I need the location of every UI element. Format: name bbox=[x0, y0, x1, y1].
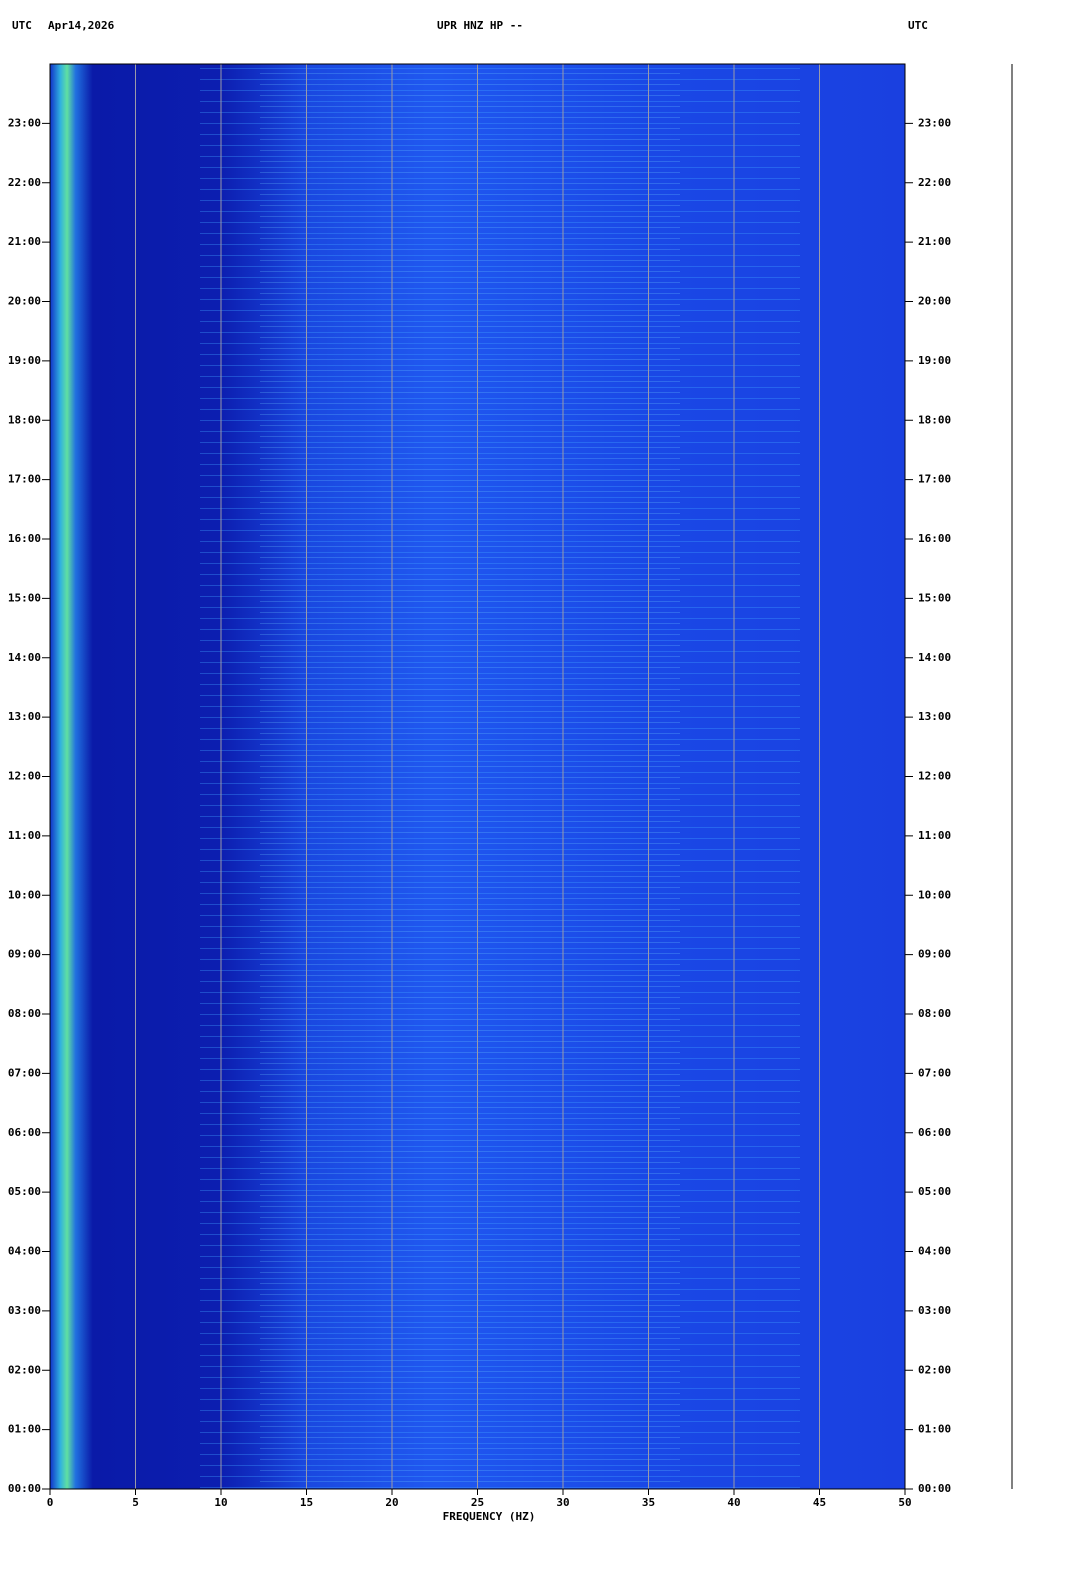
y-tick-label-right: 14:00 bbox=[918, 651, 951, 664]
x-tick-label: 20 bbox=[385, 1496, 398, 1509]
y-tick-label-right: 04:00 bbox=[918, 1245, 951, 1258]
y-tick-label-right: 10:00 bbox=[918, 888, 951, 901]
y-tick-label-right: 12:00 bbox=[918, 770, 951, 783]
y-tick-label: 15:00 bbox=[8, 591, 41, 604]
y-tick-label-right: 21:00 bbox=[918, 235, 951, 248]
y-tick-label-right: 05:00 bbox=[918, 1185, 951, 1198]
left-label: UTC bbox=[12, 19, 32, 32]
y-tick-label: 09:00 bbox=[8, 948, 41, 961]
y-tick-label-right: 19:00 bbox=[918, 354, 951, 367]
x-tick-label: 35 bbox=[642, 1496, 655, 1509]
y-tick-label-right: 11:00 bbox=[918, 829, 951, 842]
x-tick-label: 40 bbox=[727, 1496, 740, 1509]
x-tick-label: 10 bbox=[214, 1496, 227, 1509]
y-tick-label: 06:00 bbox=[8, 1126, 41, 1139]
y-tick-label: 21:00 bbox=[8, 235, 41, 248]
y-tick-label: 00:00 bbox=[8, 1482, 41, 1495]
date: Apr14,2026 bbox=[48, 19, 115, 32]
y-tick-label: 23:00 bbox=[8, 116, 41, 129]
y-tick-label: 08:00 bbox=[8, 1007, 41, 1020]
y-tick-label: 11:00 bbox=[8, 829, 41, 842]
x-tick-label: 45 bbox=[813, 1496, 826, 1509]
y-tick-label: 22:00 bbox=[8, 176, 41, 189]
y-tick-label: 17:00 bbox=[8, 473, 41, 486]
y-tick-label-right: 17:00 bbox=[918, 473, 951, 486]
y-tick-label: 02:00 bbox=[8, 1363, 41, 1376]
y-tick-label-right: 07:00 bbox=[918, 1066, 951, 1079]
x-tick-label: 50 bbox=[898, 1496, 911, 1509]
y-tick-label-right: 23:00 bbox=[918, 116, 951, 129]
y-tick-label: 07:00 bbox=[8, 1066, 41, 1079]
right-label: UTC bbox=[908, 19, 928, 32]
y-tick-label: 10:00 bbox=[8, 888, 41, 901]
y-tick-label: 04:00 bbox=[8, 1245, 41, 1258]
x-tick-label: 15 bbox=[300, 1496, 313, 1509]
y-tick-label-right: 18:00 bbox=[918, 413, 951, 426]
x-tick-label: 5 bbox=[132, 1496, 139, 1509]
y-tick-label-right: 02:00 bbox=[918, 1363, 951, 1376]
y-tick-label-right: 15:00 bbox=[918, 591, 951, 604]
y-tick-label: 01:00 bbox=[8, 1423, 41, 1436]
y-tick-label-right: 08:00 bbox=[918, 1007, 951, 1020]
x-tick-label: 0 bbox=[47, 1496, 54, 1509]
y-tick-label: 20:00 bbox=[8, 295, 41, 308]
y-tick-label: 14:00 bbox=[8, 651, 41, 664]
y-tick-label-right: 09:00 bbox=[918, 948, 951, 961]
y-tick-label: 03:00 bbox=[8, 1304, 41, 1317]
y-tick-label: 13:00 bbox=[8, 710, 41, 723]
y-tick-label-right: 06:00 bbox=[918, 1126, 951, 1139]
y-tick-label: 16:00 bbox=[8, 532, 41, 545]
y-tick-label: 05:00 bbox=[8, 1185, 41, 1198]
chart-title: UPR HNZ HP -- bbox=[437, 19, 523, 32]
y-tick-label-right: 01:00 bbox=[918, 1423, 951, 1436]
x-tick-label: 30 bbox=[556, 1496, 569, 1509]
x-axis-label: FREQUENCY (HZ) bbox=[443, 1510, 536, 1523]
y-tick-label-right: 20:00 bbox=[918, 295, 951, 308]
y-tick-label-right: 03:00 bbox=[918, 1304, 951, 1317]
y-tick-label-right: 16:00 bbox=[918, 532, 951, 545]
y-tick-label-right: 13:00 bbox=[918, 710, 951, 723]
y-tick-label-right: 00:00 bbox=[918, 1482, 951, 1495]
y-tick-label: 18:00 bbox=[8, 413, 41, 426]
y-tick-label-right: 22:00 bbox=[918, 176, 951, 189]
y-tick-label: 19:00 bbox=[8, 354, 41, 367]
x-tick-label: 25 bbox=[471, 1496, 484, 1509]
y-tick-label: 12:00 bbox=[8, 770, 41, 783]
